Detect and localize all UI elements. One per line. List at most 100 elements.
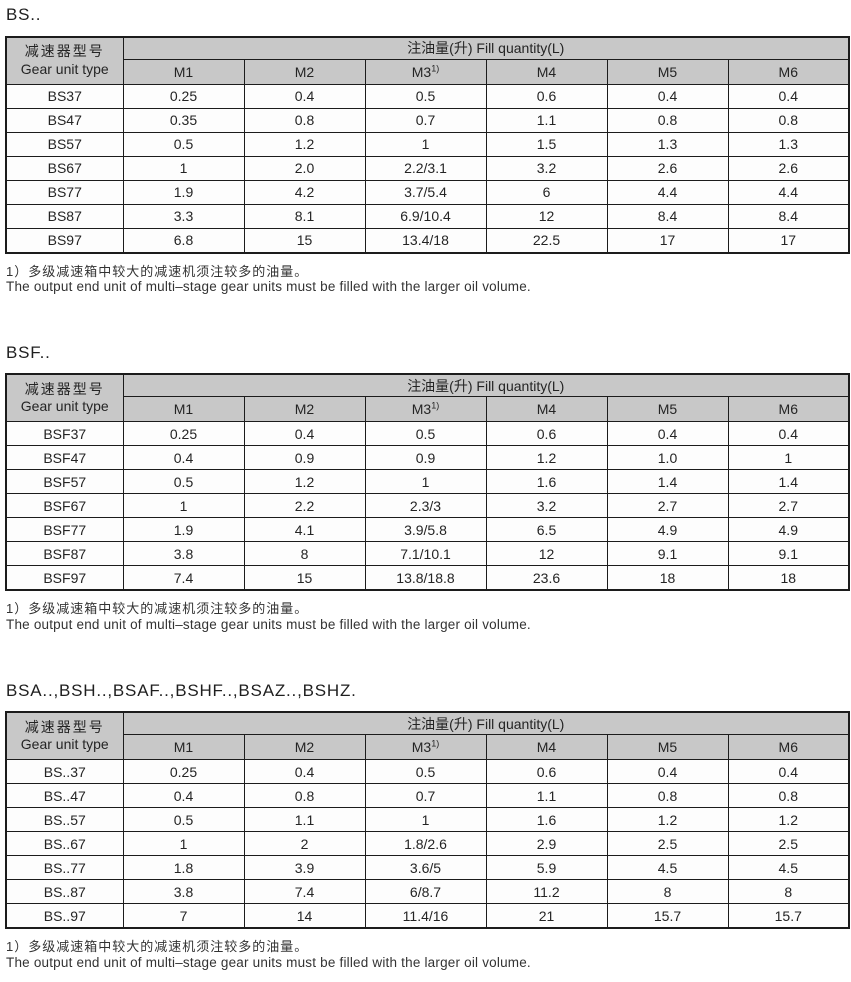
value-cell: 6/8.7 xyxy=(364,879,487,905)
value-cell: 2.2 xyxy=(243,493,366,519)
value-cell: 0.9 xyxy=(243,445,366,471)
table-row: BS67 1 2.0 2.2/3.1 3.2 2.6 2.6 xyxy=(5,155,850,181)
corner-header-zh: 减速器型号 xyxy=(24,43,105,60)
value-cell: 1.2 xyxy=(727,807,850,833)
table-row: BSF37 0.25 0.4 0.5 0.6 0.4 0.4 xyxy=(5,421,850,447)
value-cell: 2.9 xyxy=(485,831,608,857)
section-title: BSA..,BSH..,BSAF..,BSHF..,BSAZ..,BSHZ. xyxy=(6,680,357,700)
value-cell: 6.5 xyxy=(485,517,608,543)
model-cell: BS87 xyxy=(5,203,124,229)
table-row: BS97 6.8 15 13.4/18 22.5 17 17 xyxy=(5,227,850,254)
model-cell: BS67 xyxy=(5,155,124,181)
column-header-label: M6 xyxy=(778,63,798,80)
value-cell: 0.8 xyxy=(727,107,850,133)
value-cell: 4.4 xyxy=(727,179,850,205)
column-header-label: M3 xyxy=(411,63,432,80)
value-cell: 0.5 xyxy=(122,469,245,495)
value-cell: 1.2 xyxy=(485,445,608,471)
column-header-label: M6 xyxy=(778,739,798,756)
value-cell: 6.9/10.4 xyxy=(364,203,487,229)
value-cell: 0.35 xyxy=(122,107,245,133)
table-row: BS..57 0.5 1.1 1 1.6 1.2 1.2 xyxy=(5,807,850,833)
gear-unit-section: BSA..,BSH..,BSAF..,BSHF..,BSAZ..,BSHZ. 减… xyxy=(5,680,851,972)
section-title: BS.. xyxy=(6,5,42,24)
model-cell: BSF97 xyxy=(5,565,124,591)
value-cell: 0.25 xyxy=(122,83,245,109)
value-cell: 3.7/5.4 xyxy=(364,179,487,205)
value-cell: 4.9 xyxy=(727,517,850,543)
footnote-en: The output end unit of multi–stage gear … xyxy=(6,617,531,633)
table-header-row-top: 减速器型号 Gear unit type 注油量(升) Fill quantit… xyxy=(5,36,850,85)
value-cell: 0.8 xyxy=(606,783,729,809)
value-cell: 4.4 xyxy=(606,179,729,205)
value-cell: 2.5 xyxy=(727,831,850,857)
value-cell: 4.9 xyxy=(606,517,729,543)
value-cell: 5.9 xyxy=(485,855,608,881)
value-cell: 9.1 xyxy=(606,541,729,567)
corner-header-zh: 减速器型号 xyxy=(24,380,105,397)
gear-unit-section: BSF.. 减速器型号 Gear unit type 注油量(升) Fill q… xyxy=(5,343,851,634)
table-body: BSF37 0.25 0.4 0.5 0.6 0.4 0.4 BSF47 0.4 0.9 0.9 1.… xyxy=(5,421,850,591)
table-header-row-columns: M1 M2 M31) M4 M5 M6 xyxy=(6,58,850,85)
value-cell: 8.1 xyxy=(243,203,366,229)
value-cell: 0.4 xyxy=(606,759,729,785)
value-cell: 0.4 xyxy=(122,445,245,471)
value-cell: 1 xyxy=(727,445,850,471)
value-cell: 0.4 xyxy=(727,83,850,109)
column-header-superscript: 1) xyxy=(431,400,440,411)
column-header-label: M2 xyxy=(294,63,315,80)
table-row: BSF57 0.5 1.2 1 1.6 1.4 1.4 xyxy=(5,469,850,495)
column-header-m1: M1 xyxy=(122,734,245,761)
column-header-m3: M31) xyxy=(364,734,487,761)
value-cell: 1.6 xyxy=(485,469,608,495)
table-row: BSF77 1.9 4.1 3.9/5.8 6.5 4.9 4.9 xyxy=(5,517,850,543)
value-cell: 0.4 xyxy=(606,83,729,109)
column-header-m4: M4 xyxy=(485,396,608,423)
value-cell: 0.4 xyxy=(243,83,366,109)
value-cell: 0.4 xyxy=(243,759,366,785)
value-cell: 8.4 xyxy=(727,203,850,229)
value-cell: 2.3/3 xyxy=(364,493,487,519)
fill-quantity-table: 减速器型号 Gear unit type 注油量(升) Fill quantit… xyxy=(5,373,851,592)
value-cell: 0.4 xyxy=(727,421,850,447)
gear-unit-section: BS.. 减速器型号 Gear unit type 注油量(升) Fill qu… xyxy=(5,5,851,296)
column-header-m3: M31) xyxy=(364,396,487,423)
value-cell: 3.3 xyxy=(122,203,245,229)
table-row: BSF67 1 2.2 2.3/3 3.2 2.7 2.7 xyxy=(5,493,850,519)
value-cell: 1.2 xyxy=(606,807,729,833)
value-cell: 1.8 xyxy=(122,855,245,881)
value-cell: 6 xyxy=(485,179,608,205)
model-cell: BS..57 xyxy=(5,807,124,833)
value-cell: 7.4 xyxy=(243,879,366,905)
value-cell: 1 xyxy=(122,155,245,181)
fill-quantity-span-header: 注油量(升) Fill quantity(L) xyxy=(122,36,850,60)
value-cell: 1.9 xyxy=(122,179,245,205)
column-header-m3: M31) xyxy=(364,58,487,85)
column-header-m5: M5 xyxy=(606,734,729,761)
column-header-label: M5 xyxy=(657,63,678,80)
table-row: BS87 3.3 8.1 6.9/10.4 12 8.4 8.4 xyxy=(5,203,850,229)
value-cell: 15.7 xyxy=(606,903,729,929)
value-cell: 1 xyxy=(122,831,245,857)
value-cell: 2 xyxy=(243,831,366,857)
column-header-m2: M2 xyxy=(243,396,366,423)
table-body: BS37 0.25 0.4 0.5 0.6 0.4 0.4 BS47 0.35 0.8 0.7 1.1… xyxy=(5,83,850,254)
column-header-label: M3 xyxy=(411,739,432,756)
value-cell: 0.7 xyxy=(364,783,487,809)
value-cell: 1.1 xyxy=(243,807,366,833)
value-cell: 2.6 xyxy=(606,155,729,181)
value-cell: 0.5 xyxy=(364,759,487,785)
value-cell: 6.8 xyxy=(122,227,245,254)
value-cell: 1.3 xyxy=(606,131,729,157)
value-cell: 0.7 xyxy=(364,107,487,133)
value-cell: 21 xyxy=(485,903,608,929)
footnote: 1）多级减速箱中较大的减速机须注较多的油量。 The output end un… xyxy=(6,939,847,971)
value-cell: 17 xyxy=(727,227,850,254)
value-cell: 1 xyxy=(364,807,487,833)
value-cell: 23.6 xyxy=(485,565,608,591)
value-cell: 22.5 xyxy=(485,227,608,254)
value-cell: 0.9 xyxy=(364,445,487,471)
model-cell: BSF37 xyxy=(5,421,124,447)
table-header-row-columns: M1 M2 M31) M4 M5 M6 xyxy=(6,396,850,423)
table-row: BS77 1.9 4.2 3.7/5.4 6 4.4 4.4 xyxy=(5,179,850,205)
